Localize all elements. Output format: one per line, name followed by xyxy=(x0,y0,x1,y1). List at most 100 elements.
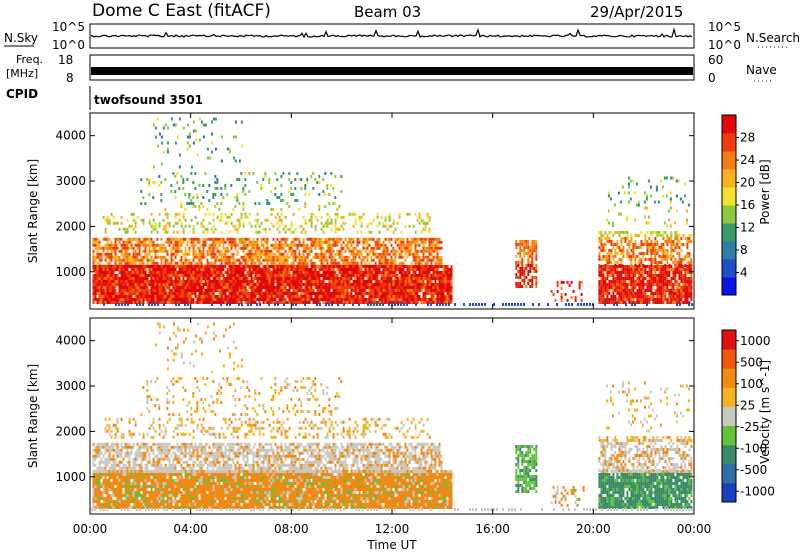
data-cell xyxy=(106,271,109,274)
data-cell xyxy=(384,292,387,295)
data-cell xyxy=(158,295,161,298)
data-cell xyxy=(376,255,379,259)
data-cell xyxy=(308,295,311,298)
data-cell xyxy=(527,246,530,249)
data-cell xyxy=(220,255,223,259)
data-cell xyxy=(184,265,187,268)
data-cell xyxy=(114,286,117,289)
data-cell xyxy=(112,286,115,289)
data-cell xyxy=(138,271,141,274)
data-cell xyxy=(122,301,125,304)
data-cell xyxy=(598,286,601,289)
data-cell xyxy=(618,249,621,252)
data-cell xyxy=(314,301,317,304)
data-cell xyxy=(294,301,297,304)
data-cell xyxy=(436,301,439,304)
data-cell xyxy=(326,265,329,268)
data-cell xyxy=(330,271,333,274)
data-cell xyxy=(124,258,127,262)
data-cell xyxy=(238,240,241,244)
data-cell xyxy=(122,298,125,301)
data-cell xyxy=(188,268,191,271)
data-cell xyxy=(612,277,615,280)
data-cell xyxy=(304,221,307,225)
data-cell xyxy=(302,261,305,265)
data-cell xyxy=(414,252,417,256)
data-cell xyxy=(272,298,275,301)
data-cell xyxy=(170,301,173,304)
data-cell xyxy=(610,286,613,289)
data-cell xyxy=(388,277,391,280)
data-cell xyxy=(250,301,253,304)
data-cell xyxy=(286,261,289,265)
data-cell xyxy=(324,292,327,295)
data-cell xyxy=(614,301,617,304)
data-cell xyxy=(658,265,661,268)
data-cell xyxy=(630,268,633,271)
data-cell xyxy=(222,255,225,259)
data-cell xyxy=(250,255,253,259)
data-cell xyxy=(292,298,295,301)
data-cell xyxy=(322,280,325,283)
data-cell xyxy=(254,277,257,280)
data-cell xyxy=(126,283,129,286)
data-cell xyxy=(274,301,277,304)
data-cell xyxy=(412,283,415,286)
data-cell xyxy=(322,286,325,289)
data-cell xyxy=(176,212,179,216)
data-cell xyxy=(224,280,227,283)
data-cell xyxy=(338,255,341,259)
data-cell xyxy=(416,301,419,304)
data-cell xyxy=(420,298,423,301)
data-cell xyxy=(174,274,177,277)
data-cell xyxy=(278,240,281,244)
data-cell xyxy=(222,264,225,268)
data-cell xyxy=(640,252,643,255)
data-cell xyxy=(336,264,339,268)
data-cell xyxy=(330,274,333,277)
data-cell xyxy=(284,274,287,277)
data-cell xyxy=(106,274,109,277)
data-cell xyxy=(214,271,217,274)
data-cell xyxy=(614,255,617,258)
data-cell xyxy=(684,292,687,295)
data-cell xyxy=(94,246,97,250)
data-cell xyxy=(146,178,149,181)
data-cell xyxy=(162,227,165,231)
data-cell xyxy=(616,261,619,264)
data-cell xyxy=(328,292,331,295)
data-cell xyxy=(200,274,203,277)
data-cell xyxy=(268,298,271,301)
data-cell xyxy=(654,271,657,274)
data-cell xyxy=(124,298,127,301)
data-cell xyxy=(208,246,211,250)
data-cell xyxy=(598,271,601,274)
data-cell xyxy=(662,289,665,292)
data-cell xyxy=(650,261,653,264)
data-cell xyxy=(598,295,601,298)
data-cell xyxy=(258,298,261,301)
data-cell xyxy=(194,243,197,247)
data-cell xyxy=(170,252,173,256)
data-cell xyxy=(686,298,689,301)
data-cell xyxy=(236,230,239,234)
data-cell xyxy=(634,246,637,249)
data-cell xyxy=(318,268,321,271)
data-cell xyxy=(600,249,603,252)
data-cell xyxy=(578,286,581,290)
data-cell xyxy=(656,283,659,286)
data-cell xyxy=(642,301,645,304)
data-cell xyxy=(674,280,677,283)
data-cell xyxy=(144,274,147,277)
data-cell xyxy=(198,237,201,241)
data-cell xyxy=(390,243,393,247)
data-cell xyxy=(372,264,375,268)
data-cell xyxy=(344,286,347,289)
data-cell xyxy=(330,261,333,265)
data-cell xyxy=(148,252,151,256)
data-cell xyxy=(424,271,427,274)
data-cell xyxy=(146,258,149,262)
data-cell xyxy=(366,292,369,295)
data-cell xyxy=(242,246,245,250)
data-cell xyxy=(104,283,107,286)
